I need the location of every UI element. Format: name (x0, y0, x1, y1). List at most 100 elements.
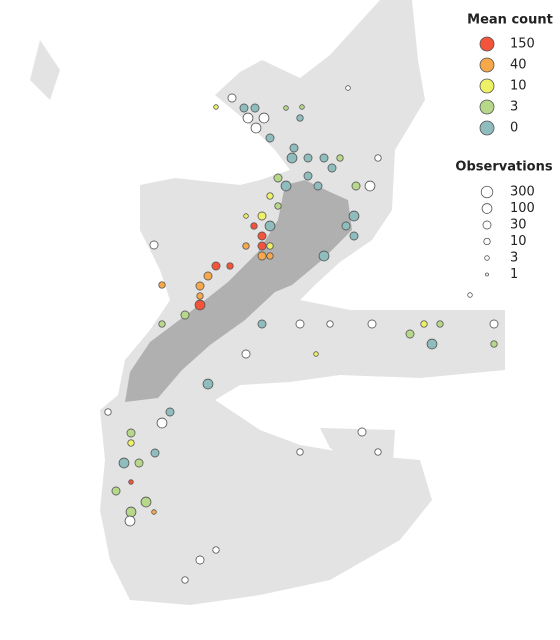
legend-label: 40 (510, 58, 527, 73)
bubble (313, 351, 319, 357)
bubble (296, 448, 304, 456)
bubble (326, 320, 334, 328)
bubble (156, 417, 168, 429)
bubble (364, 180, 376, 192)
bubble (303, 153, 313, 163)
bubble (140, 496, 152, 508)
bubble (118, 457, 130, 469)
bubble (203, 271, 213, 281)
legend-label: 150 (510, 37, 535, 52)
legend-size (484, 255, 490, 261)
bubble (126, 428, 136, 438)
bubble (211, 261, 221, 271)
bubble (128, 479, 134, 485)
bubble (336, 154, 344, 162)
bubble (303, 171, 313, 181)
legend-label: 0 (510, 121, 518, 136)
bubble (213, 104, 219, 110)
bubble (181, 576, 189, 584)
bubble (202, 378, 214, 390)
bubble (165, 407, 175, 417)
bubble (265, 133, 275, 143)
bubble (286, 152, 298, 164)
bubble (367, 319, 377, 329)
bubble (212, 546, 220, 554)
bubble (299, 104, 305, 110)
bubble (351, 181, 361, 191)
bubble (467, 292, 473, 298)
legend-swatch (479, 120, 495, 136)
legend-label: 300 (510, 185, 535, 200)
bubble (489, 319, 499, 329)
points (104, 85, 499, 584)
bubble (426, 338, 438, 350)
bubble (349, 231, 359, 241)
bubble (374, 154, 382, 162)
legend-label: 10 (510, 79, 527, 94)
bubble (196, 292, 204, 300)
legend-size (482, 220, 492, 230)
bubble (149, 240, 159, 250)
bubble (289, 143, 299, 153)
legend-label: 3 (510, 251, 518, 266)
legend-swatch (479, 36, 495, 52)
bubble (124, 515, 136, 527)
bubble (250, 122, 262, 134)
land (125, 180, 352, 402)
legend-title: Mean count (467, 13, 553, 28)
legend-swatch (479, 99, 495, 115)
bubble (374, 448, 382, 456)
bubble (273, 173, 283, 183)
bubble (257, 319, 267, 329)
bubble (319, 153, 329, 163)
bubble (264, 220, 276, 232)
bubble (158, 281, 166, 289)
bubble (257, 211, 267, 221)
bubble (313, 181, 323, 191)
shelf (30, 0, 505, 605)
bubble (266, 192, 274, 200)
bubble (239, 103, 249, 113)
bubble (345, 85, 351, 91)
bubble (257, 251, 267, 261)
bubble (243, 213, 249, 219)
bubble (420, 320, 428, 328)
bubble (357, 427, 367, 437)
legend-label: 3 (510, 100, 518, 115)
legend-size (485, 272, 489, 277)
bubble (127, 439, 135, 447)
bubble (327, 163, 337, 173)
bubble (250, 103, 260, 113)
bubble (296, 114, 304, 122)
bubble (194, 299, 206, 311)
bubble (241, 349, 251, 359)
bubble (295, 319, 305, 329)
bubble (134, 458, 144, 468)
bubble (436, 320, 444, 328)
bubble (227, 93, 237, 103)
legend-label: 100 (510, 201, 535, 216)
legend-label: 10 (510, 234, 527, 249)
bubble (341, 221, 351, 231)
legend-swatch (479, 78, 495, 94)
bubble (195, 281, 205, 291)
bubble (125, 506, 137, 518)
bubble (151, 509, 157, 515)
bubble (405, 329, 415, 339)
bubble (257, 241, 267, 251)
legend-label: 30 (510, 218, 527, 233)
bubble (490, 340, 498, 348)
legend-size (480, 185, 494, 199)
bubble (348, 210, 360, 222)
legend-label: 1 (510, 267, 518, 282)
bubble (226, 262, 234, 270)
bubble (250, 222, 258, 230)
legend-title: Observations (455, 160, 552, 175)
legend: Mean count Observations 1504010303001003… (455, 13, 552, 283)
bubble (242, 242, 250, 250)
bubble (266, 242, 274, 250)
legend-swatch (479, 57, 495, 73)
bubble (258, 112, 270, 124)
bubble (104, 408, 112, 416)
